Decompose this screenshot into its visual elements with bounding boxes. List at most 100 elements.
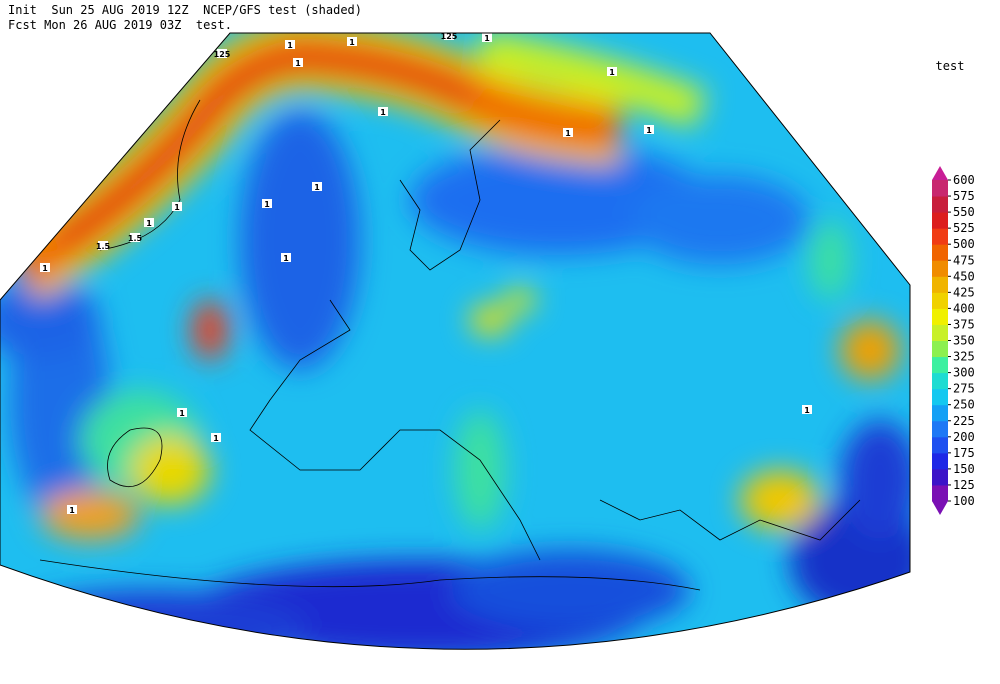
- legend-swatch: [932, 260, 948, 277]
- legend-label: 275: [953, 382, 975, 396]
- field-blob: [130, 435, 210, 505]
- contour-label-box: [98, 241, 108, 250]
- color-legend: 100 125 150 175 200 225 250 275 300 325 350 375 400 4…: [932, 166, 975, 515]
- legend-label: 300: [953, 366, 975, 380]
- legend-swatch: [932, 308, 948, 325]
- legend-label: 600: [953, 173, 975, 187]
- legend-label: 100: [953, 494, 975, 508]
- legend-swatch: [932, 484, 948, 502]
- contour-label: 1: [283, 254, 289, 263]
- legend-label: 400: [953, 301, 975, 315]
- legend-label: 500: [953, 237, 975, 251]
- legend-label: 350: [953, 334, 975, 348]
- contour-label-box: [802, 405, 812, 414]
- legend-swatch: [932, 404, 948, 422]
- coastline: [39, 559, 701, 591]
- contour-label: 1: [42, 264, 48, 273]
- field-blob: [840, 420, 910, 540]
- field-blob: [0, 590, 310, 650]
- contour-label: 1: [804, 406, 810, 415]
- legend-swatch: [932, 244, 948, 261]
- contour-label-box: [177, 408, 187, 417]
- contour-label-box: [482, 33, 492, 42]
- legend-swatch: [932, 196, 948, 213]
- contour-label: 1: [179, 409, 185, 418]
- legend-swatch: [932, 452, 948, 470]
- contour-label-box: [40, 263, 50, 272]
- contour-label-box: [281, 253, 291, 262]
- legend-label: 175: [953, 446, 975, 460]
- legend-label: 550: [953, 205, 975, 219]
- legend-swatch: [932, 436, 948, 454]
- contour-label: 1: [484, 34, 490, 43]
- coastline: [599, 499, 861, 541]
- contour-label: 1: [174, 203, 180, 212]
- legend-label: 525: [953, 221, 975, 235]
- legend-swatch: [932, 180, 948, 197]
- contour-label-box: [607, 67, 617, 76]
- contour-label: 1: [69, 506, 75, 515]
- contour-label: 1.5: [96, 242, 111, 251]
- contour-label-box: [444, 33, 454, 40]
- field-blob: [450, 550, 690, 630]
- legend-label: 425: [953, 285, 975, 299]
- contour-label: 125: [214, 50, 231, 59]
- contour-label-box: [172, 202, 182, 211]
- field-blob: [505, 288, 535, 312]
- field-blob: [810, 220, 850, 300]
- legend-swatch: [932, 324, 948, 341]
- contour-label-box: [378, 107, 388, 116]
- legend-swatch: [932, 420, 948, 438]
- contour-label: 1.5: [460, 664, 475, 673]
- legend-swatch: [932, 228, 948, 245]
- contour-label-box: [211, 433, 221, 442]
- contour-label: 1: [609, 68, 615, 77]
- contour-label-box: [285, 40, 295, 49]
- coastline: [249, 299, 541, 561]
- contour-label: 1: [349, 38, 355, 47]
- contour-label: 1: [380, 108, 386, 117]
- legend-label: 250: [953, 398, 975, 412]
- contour-label-box: [217, 49, 227, 58]
- contour-label-box: [293, 58, 303, 67]
- jet-band: [476, 33, 708, 129]
- map-border: [0, 32, 911, 650]
- legend-label: 450: [953, 269, 975, 283]
- contour-label: 3.5: [433, 664, 448, 673]
- contour-label: 1: [213, 434, 219, 443]
- contour-label-box: [563, 128, 573, 137]
- shaded-field: [0, 33, 910, 650]
- field-blob: [630, 175, 810, 265]
- contour-label: 1.5: [128, 234, 143, 243]
- legend-swatch: [932, 276, 948, 293]
- legend-under-arrow: [932, 501, 948, 515]
- jet-band: [55, 50, 475, 248]
- field-blob: [455, 410, 505, 530]
- contour-label: 1: [264, 200, 270, 209]
- legend-title: test: [936, 59, 965, 73]
- legend-swatch: [932, 212, 948, 229]
- legend-swatch: [932, 468, 948, 486]
- field-blob: [40, 490, 140, 540]
- field-blob: [0, 280, 100, 360]
- legend-label: 325: [953, 350, 975, 364]
- field-blob: [192, 300, 228, 360]
- coastlines: [39, 99, 861, 591]
- field-blob: [470, 305, 510, 335]
- header-line2: Fcst Mon 26 AUG 2019 03Z test.: [8, 18, 232, 32]
- contour-label: 1: [295, 59, 301, 68]
- legend-swatch: [932, 372, 948, 390]
- contour-label-box: [262, 199, 272, 208]
- legend-swatch: [932, 292, 948, 309]
- legend-label: 225: [953, 414, 975, 428]
- legend-label: 375: [953, 317, 975, 331]
- contour-label: 1: [314, 183, 320, 192]
- field-blob: [740, 470, 820, 530]
- legend-swatch: [932, 388, 948, 406]
- legend-label: 575: [953, 189, 975, 203]
- legend-swatch: [932, 356, 948, 374]
- legend-swatch: [932, 340, 948, 358]
